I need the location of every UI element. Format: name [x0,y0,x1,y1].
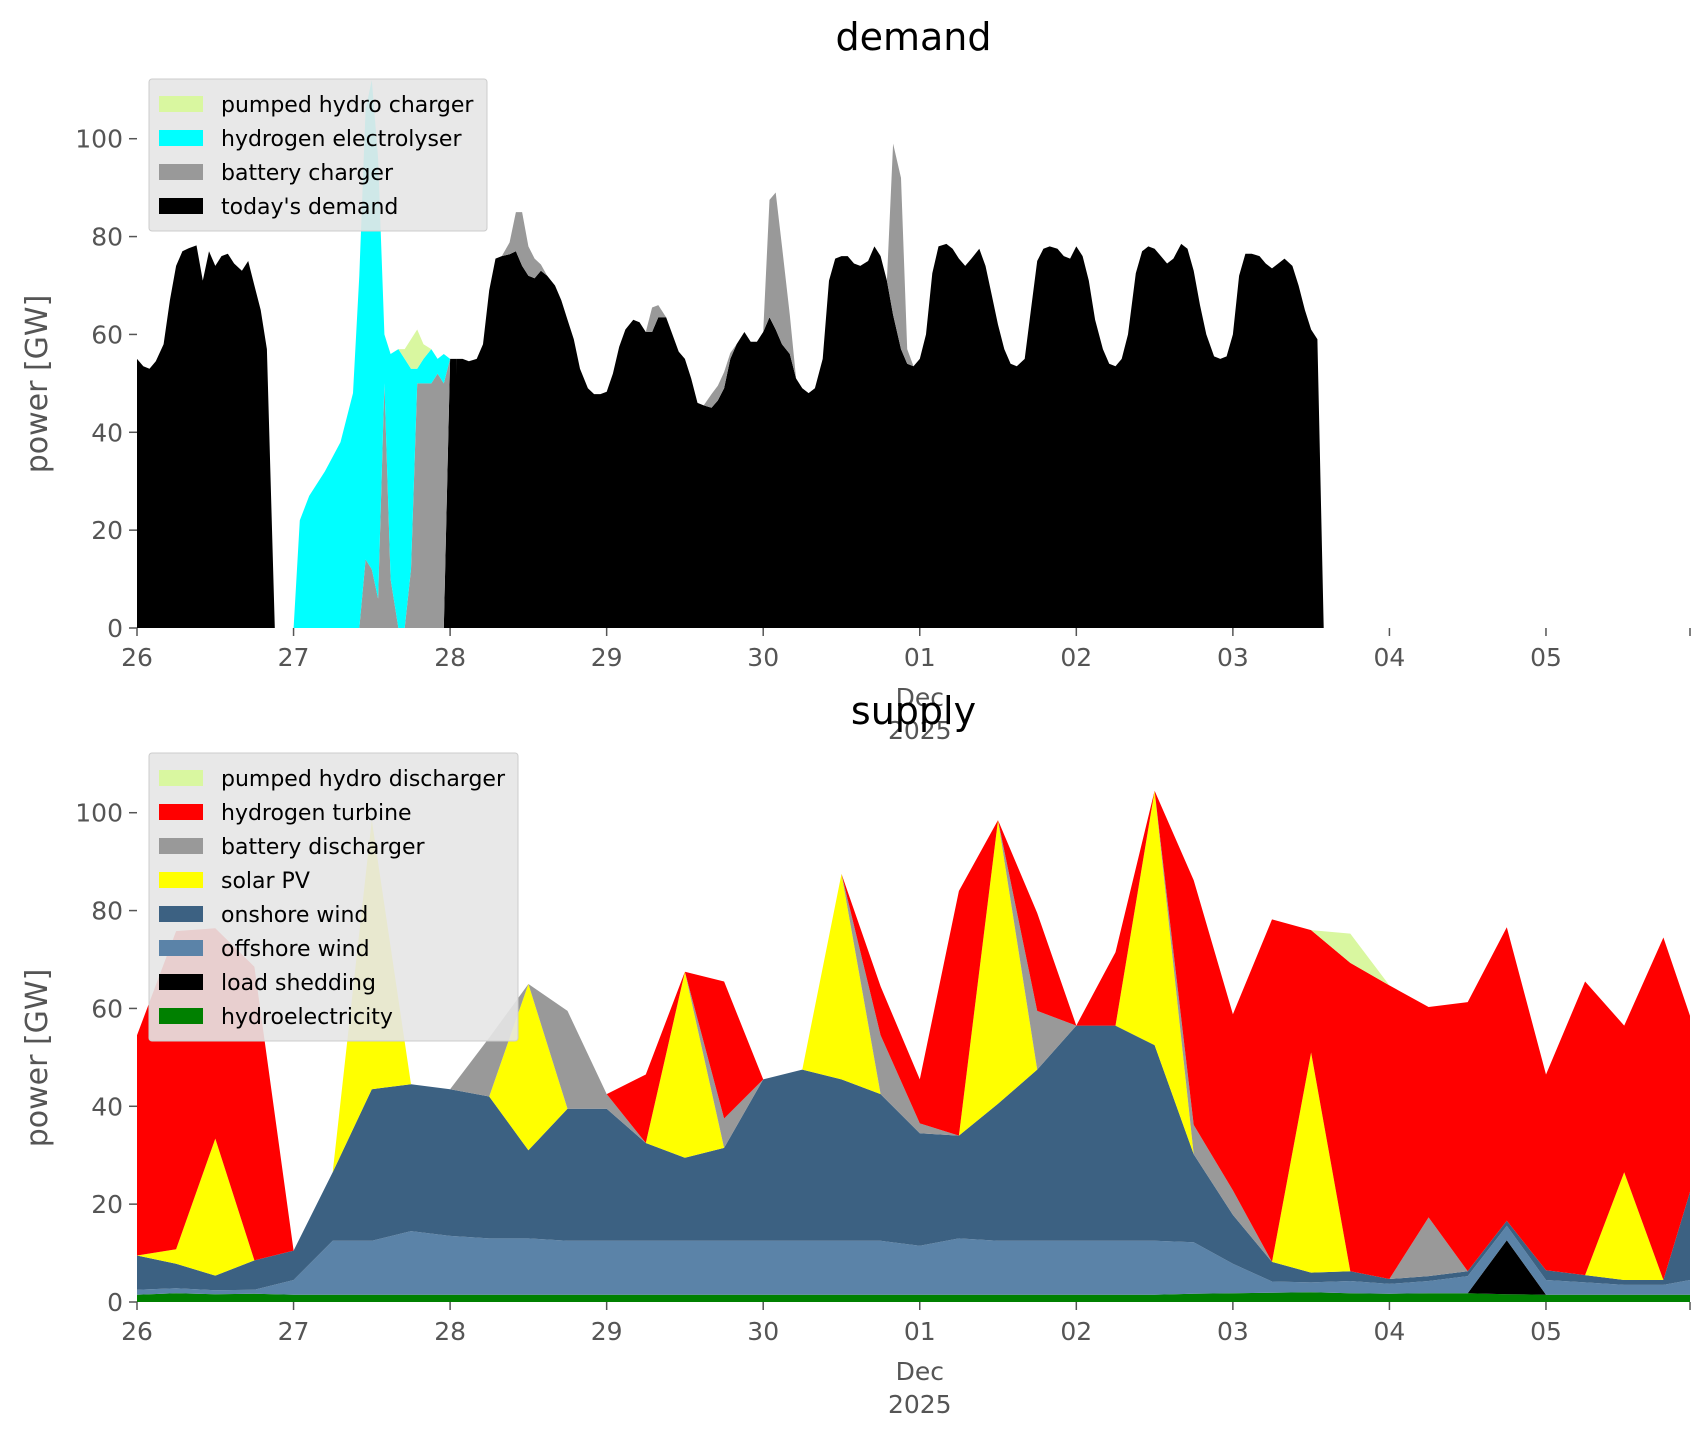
x-tick-label: 28 [434,643,466,672]
legend: pumped hydro discharger hydrogen turbine b… [148,752,519,1042]
x-tick-label: 05 [1530,1317,1562,1346]
y-tick-label: 0 [107,614,123,643]
legend-label-pumped-hydro-discharger: pumped hydro discharger [221,767,506,792]
y-tick-label: 20 [91,516,123,545]
x-tick-label: 29 [591,643,623,672]
x-tick-label: 03 [1217,643,1249,672]
x-tick-label: 02 [1060,643,1092,672]
legend-label-solar-pv: solar PV [221,869,310,894]
x-tick-label: 03 [1217,1317,1249,1346]
legend-label-load-shedding: load shedding [221,971,376,996]
x-axis-label: Dec [896,683,944,712]
legend-label-hydroelectricity: hydroelectricity [221,1005,393,1030]
x-tick-label: 28 [434,1317,466,1346]
y-tick-label: 80 [91,223,123,252]
x-tick-label: 04 [1374,1317,1406,1346]
legend-label-pumped-hydro-charger: pumped hydro charger [221,93,474,118]
legend-swatch-onshore-wind [159,906,203,922]
y-tick-label: 40 [91,418,123,447]
y-tick-label: 100 [75,125,123,154]
legend-swatch-load-shedding [159,974,203,990]
legend-swatch-solar-pv [159,872,203,888]
x-axis-label: 2025 [888,1390,952,1419]
x-tick-label: 27 [278,1317,310,1346]
x-tick-label: 26 [121,1317,153,1346]
legend-swatch-pumped-hydro-charger [159,96,203,112]
area-battery-charger-transition [293,358,457,628]
supply-chart: 0 20 40 60 80 100 26 27 28 29 30 01 02 03 04 05 Dec 2025 p… [20,689,1691,1419]
area-hydrogen-turbine [137,790,1690,1280]
x-axis-label: Dec [896,1357,944,1386]
area-today-s-demand [137,243,1690,628]
legend-swatch-hydrogen-electrolyser [159,130,203,146]
x-tick-label: 01 [904,643,936,672]
legend-label-battery-charger: battery charger [221,161,394,186]
legend-swatch-hydroelectricity [159,1008,203,1024]
y-tick-label: 0 [107,1288,123,1317]
chart-title: demand [835,15,991,59]
legend-label-hydrogen-turbine: hydrogen turbine [221,801,412,826]
legend-swatch-offshore-wind [159,940,203,956]
legend-swatch-battery-charger [159,164,203,180]
x-tick-label: 30 [747,1317,779,1346]
x-tick-label: 05 [1530,643,1562,672]
legend-label-onshore-wind: onshore wind [221,903,368,928]
y-axis-label: power [GW] [20,295,55,474]
x-axis-label: 2025 [888,716,952,745]
y-tick-label: 40 [91,1092,123,1121]
x-tick-label: 30 [747,643,779,672]
area-offshore-wind [137,1225,1690,1295]
legend-label-battery-discharger: battery discharger [221,835,426,860]
legend-label-hydrogen-electrolyser: hydrogen electrolyser [221,127,462,152]
legend-box [148,752,519,1042]
area-hydrogen-electrolyser-transition [293,80,457,628]
area-onshore-wind [137,1025,1690,1291]
area-pumped-hydro-charger-transition [293,80,457,628]
legend-swatch-today-s-demand [159,198,203,214]
x-tick-label: 02 [1060,1317,1092,1346]
legend-label-offshore-wind: offshore wind [221,937,370,962]
legend-label-today-s-demand: today's demand [221,195,398,220]
area-solar-pv [137,790,1690,1280]
legend-swatch-hydrogen-turbine [159,804,203,820]
chart-title: supply [851,689,976,733]
x-tick-label: 26 [121,643,153,672]
y-tick-label: 60 [91,994,123,1023]
demand-chart: 0 20 40 60 80 100 26 27 28 29 30 01 02 03 04 05 Dec 2025 p… [20,15,1691,745]
y-tick-label: 20 [91,1190,123,1219]
x-tick-label: 04 [1374,643,1406,672]
legend-swatch-battery-discharger [159,838,203,854]
legend-box [148,78,488,232]
y-tick-label: 80 [91,897,123,926]
x-tick-label: 01 [904,1317,936,1346]
y-axis-label: power [GW] [20,969,55,1148]
x-tick-label: 27 [278,643,310,672]
y-tick-label: 60 [91,320,123,349]
legend-swatch-pumped-hydro-discharger [159,770,203,786]
x-tick-label: 29 [591,1317,623,1346]
area-battery-charger [137,143,1690,628]
y-tick-label: 100 [75,799,123,828]
area-hydroelectricity [137,1292,1690,1302]
legend: pumped hydro charger hydrogen electrolyse… [148,78,488,232]
area-load-shedding [137,1240,1690,1295]
